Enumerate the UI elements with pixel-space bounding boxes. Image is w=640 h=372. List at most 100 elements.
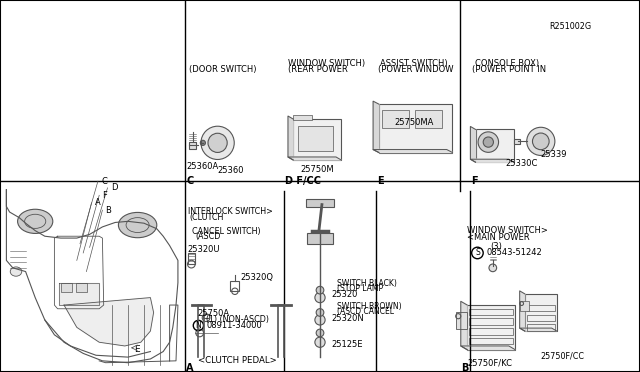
Text: F: F	[102, 191, 108, 200]
Ellipse shape	[10, 267, 22, 276]
Bar	[527, 324, 555, 331]
Bar	[189, 142, 196, 149]
Text: N: N	[196, 321, 201, 330]
Bar	[298, 126, 333, 151]
Bar	[525, 294, 557, 331]
Text: (CLUTCH: (CLUTCH	[189, 213, 224, 222]
Polygon shape	[470, 126, 476, 162]
Text: (ASCD: (ASCD	[195, 232, 221, 241]
Bar	[415, 110, 442, 128]
Bar	[520, 301, 529, 311]
Text: 25320U: 25320U	[188, 246, 220, 254]
Bar	[467, 305, 515, 350]
Text: 25339: 25339	[541, 150, 567, 158]
Polygon shape	[373, 150, 452, 153]
Text: <CLUTCH PEDAL>: <CLUTCH PEDAL>	[198, 356, 277, 365]
Bar	[379, 104, 452, 153]
Polygon shape	[461, 301, 467, 350]
Text: 25330C: 25330C	[506, 159, 538, 168]
Bar	[527, 315, 555, 321]
Text: F: F	[471, 176, 477, 186]
Bar	[76, 283, 87, 292]
Circle shape	[315, 315, 325, 325]
Polygon shape	[461, 346, 515, 350]
Bar	[456, 312, 467, 329]
Text: SWITCH BLACK): SWITCH BLACK)	[337, 279, 397, 288]
Text: 08911-34000: 08911-34000	[206, 321, 262, 330]
Text: <MAIN POWER: <MAIN POWER	[467, 233, 530, 242]
Text: A: A	[95, 198, 100, 207]
Text: 25360: 25360	[218, 166, 244, 175]
Polygon shape	[59, 283, 99, 305]
Text: CONSOLE BOX): CONSOLE BOX)	[475, 59, 539, 68]
Text: (POWER POINT IN: (POWER POINT IN	[472, 65, 547, 74]
Text: (DOOR SWITCH): (DOOR SWITCH)	[189, 65, 257, 74]
Circle shape	[200, 140, 205, 145]
Circle shape	[527, 127, 555, 155]
Text: 25360A: 25360A	[187, 162, 219, 171]
Text: 25750F/CC: 25750F/CC	[541, 352, 585, 361]
Text: (STOP LAMP: (STOP LAMP	[337, 284, 383, 293]
Text: INTERLOCK SWITCH>: INTERLOCK SWITCH>	[188, 207, 273, 216]
Bar	[307, 232, 333, 244]
Bar	[293, 119, 341, 160]
Bar	[382, 110, 409, 128]
Bar	[306, 199, 334, 207]
Circle shape	[478, 132, 499, 153]
Text: E: E	[134, 345, 140, 354]
Text: 25750A: 25750A	[197, 309, 229, 318]
Text: SWITCH BROWN): SWITCH BROWN)	[337, 302, 402, 311]
Bar	[469, 328, 513, 335]
Text: R251002G: R251002G	[549, 22, 591, 31]
Text: C: C	[101, 177, 107, 186]
Text: WINDOW SWITCH): WINDOW SWITCH)	[288, 59, 365, 68]
Circle shape	[483, 137, 493, 147]
Text: (REAR POWER: (REAR POWER	[288, 65, 348, 74]
Ellipse shape	[18, 209, 53, 234]
Bar	[527, 305, 555, 311]
Polygon shape	[288, 116, 293, 160]
Polygon shape	[64, 298, 154, 346]
Bar	[514, 139, 520, 144]
Circle shape	[489, 264, 497, 272]
Ellipse shape	[118, 212, 157, 238]
Circle shape	[315, 292, 325, 303]
Text: 25320Q: 25320Q	[240, 273, 273, 282]
Circle shape	[316, 286, 324, 294]
Circle shape	[316, 329, 324, 337]
Circle shape	[208, 133, 227, 153]
Text: 25750F/KC: 25750F/KC	[467, 358, 512, 367]
Polygon shape	[288, 157, 341, 160]
Circle shape	[532, 133, 549, 150]
Text: 25750M: 25750M	[301, 165, 335, 174]
Circle shape	[315, 337, 325, 347]
Circle shape	[201, 126, 234, 160]
Text: 25750MA: 25750MA	[395, 118, 435, 126]
Bar	[293, 115, 312, 120]
Text: 25320N: 25320N	[332, 314, 364, 323]
Bar	[188, 253, 195, 264]
Text: D F/CC: D F/CC	[285, 176, 321, 186]
Text: (1) (NON-ASCD): (1) (NON-ASCD)	[206, 315, 269, 324]
Bar	[61, 283, 72, 292]
Text: B: B	[106, 206, 111, 215]
Text: C: C	[186, 176, 193, 186]
Bar	[203, 314, 209, 318]
Text: (ASCD CANCEL: (ASCD CANCEL	[337, 307, 394, 316]
Text: ASSIST SWITCH): ASSIST SWITCH)	[380, 59, 448, 68]
Text: (POWER WINDOW: (POWER WINDOW	[378, 65, 453, 74]
Text: 25125E: 25125E	[332, 340, 363, 349]
Text: E: E	[377, 176, 383, 186]
Text: 08543-51242: 08543-51242	[486, 248, 542, 257]
Polygon shape	[470, 159, 514, 162]
Text: CANCEL SWITCH): CANCEL SWITCH)	[192, 227, 260, 236]
Polygon shape	[520, 328, 557, 331]
Text: WINDOW SWITCH>: WINDOW SWITCH>	[467, 226, 548, 235]
Bar	[469, 338, 513, 344]
Text: D: D	[111, 183, 117, 192]
Bar	[469, 309, 513, 315]
Text: S: S	[475, 248, 480, 257]
Bar	[476, 129, 514, 162]
Polygon shape	[373, 101, 379, 153]
Bar	[469, 318, 513, 325]
